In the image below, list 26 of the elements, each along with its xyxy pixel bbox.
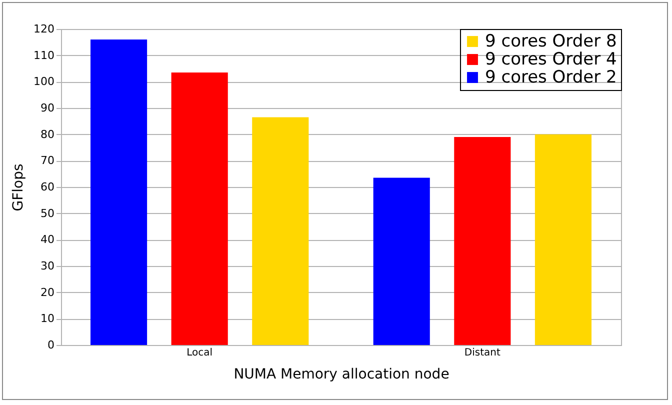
y-tick-label: 70 bbox=[40, 154, 54, 168]
bar bbox=[373, 178, 430, 345]
x-tick-label: Distant bbox=[464, 348, 500, 358]
x-tick-label: Local bbox=[186, 348, 213, 358]
y-tick-label: 120 bbox=[34, 22, 54, 36]
bar bbox=[252, 117, 309, 345]
x-axis-title: NUMA Memory allocation node bbox=[234, 366, 450, 382]
y-tick-label: 30 bbox=[40, 260, 54, 272]
bar bbox=[454, 136, 511, 345]
y-tick-label: 80 bbox=[40, 128, 54, 141]
y-tick-label: 110 bbox=[34, 48, 54, 62]
bar bbox=[171, 72, 228, 345]
bar bbox=[90, 40, 148, 345]
y-tick-label: 0 bbox=[48, 338, 54, 352]
legend-label: 9 cores Order 4 bbox=[485, 50, 617, 70]
legend-label: 9 cores Order 8 bbox=[485, 32, 617, 52]
bar bbox=[534, 134, 592, 345]
y-tick-label: 60 bbox=[40, 180, 54, 194]
y-tick-label: 100 bbox=[34, 75, 54, 88]
legend-label: 9 cores Order 2 bbox=[485, 68, 617, 88]
y-tick-label: 40 bbox=[40, 233, 54, 246]
y-tick-label: 10 bbox=[40, 312, 54, 326]
y-axis-title: GFlops bbox=[10, 164, 27, 212]
y-tick-label: 20 bbox=[40, 286, 54, 299]
y-tick-label: 90 bbox=[40, 102, 54, 114]
y-tick-label: 50 bbox=[40, 206, 54, 220]
